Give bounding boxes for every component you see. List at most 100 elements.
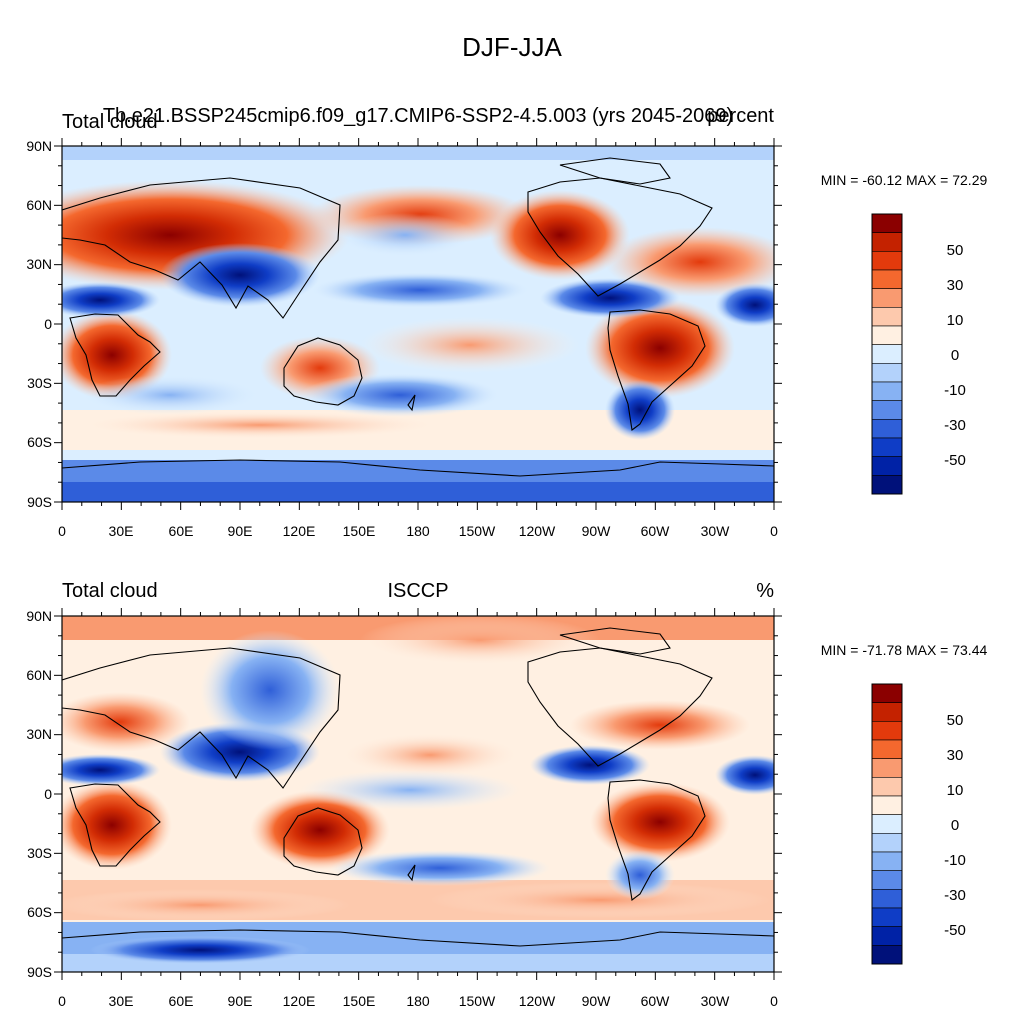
- top-tick-marks: [54, 138, 782, 510]
- bottom-x-tick-label: 0: [58, 993, 66, 1009]
- top-colorbar: 50 30 10 0 -10 -30 -50: [871, 213, 966, 495]
- top-x-tick-label: 120W: [519, 523, 556, 539]
- top-x-tick-label: 180: [406, 523, 430, 539]
- bottom-panel: Total cloud ISCCP %: [26, 580, 987, 1009]
- top-x-tick-label: 120E: [283, 523, 316, 539]
- top-colorbar-label: -30: [944, 417, 966, 434]
- top-x-tick-labels: 0 30E 60E 90E 120E 150E 180 150W 120W 90…: [58, 523, 778, 539]
- bottom-coastlines: [62, 627, 774, 947]
- colorbar-box: [871, 777, 903, 797]
- figure-title: DJF-JJA: [462, 32, 562, 62]
- bottom-x-tick-label: 30E: [109, 993, 134, 1009]
- colorbar-box: [871, 213, 903, 233]
- colorbar-box: [871, 739, 903, 759]
- bottom-colorbar-labels: 50 30 10 0 -10 -30 -50: [944, 712, 966, 939]
- colorbar-box: [871, 945, 903, 965]
- colorbar-box: [871, 795, 903, 815]
- top-y-tick-label: 90S: [27, 494, 52, 510]
- bottom-colorbar-label: 10: [947, 782, 964, 799]
- top-coastlines: [62, 157, 774, 477]
- top-panel: Total cloud Tb.e21.BSSP245cmip6.f09_g17.…: [26, 105, 988, 539]
- top-colorbar-label: 30: [947, 277, 964, 294]
- top-x-tick-label: 60W: [641, 523, 671, 539]
- bottom-colorbar-label: 0: [951, 817, 959, 834]
- colorbar-box: [871, 307, 903, 327]
- bottom-y-tick-label: 30N: [26, 726, 52, 742]
- bottom-y-tick-label: 60N: [26, 667, 52, 683]
- colorbar-box: [871, 344, 903, 364]
- bottom-x-tick-labels: 0 30E 60E 90E 120E 150E 180 150W 120W 90…: [58, 993, 778, 1009]
- colorbar-box: [871, 363, 903, 383]
- colorbar-box: [871, 889, 903, 909]
- colorbar-box: [871, 269, 903, 289]
- top-y-tick-label: 0: [44, 316, 52, 332]
- bottom-x-tick-label: 120W: [519, 993, 556, 1009]
- top-x-tick-label: 150W: [459, 523, 496, 539]
- colorbar-box: [871, 456, 903, 476]
- top-y-tick-label: 30S: [27, 375, 52, 391]
- top-x-tick-label: 150E: [343, 523, 376, 539]
- top-x-tick-label: 30W: [701, 523, 731, 539]
- colorbar-box: [871, 288, 903, 308]
- colorbar-box: [871, 907, 903, 927]
- top-x-tick-label: 0: [58, 523, 66, 539]
- top-y-tick-label: 60N: [26, 197, 52, 213]
- top-x-tick-label: 60E: [169, 523, 194, 539]
- colorbar-box: [871, 437, 903, 457]
- bottom-tick-marks: [54, 608, 782, 980]
- colorbar-box: [871, 419, 903, 439]
- bottom-x-tick-label: 150W: [459, 993, 496, 1009]
- top-y-tick-label: 90N: [26, 138, 52, 154]
- top-colorbar-label: -50: [944, 452, 966, 469]
- colorbar-box: [871, 400, 903, 420]
- top-center-title: Tb.e21.BSSP245cmip6.f09_g17.CMIP6-SSP2-4…: [103, 105, 733, 127]
- colorbar-box: [871, 702, 903, 722]
- top-colorbar-boxes: [871, 213, 903, 495]
- top-map-field: [62, 146, 774, 502]
- bottom-x-tick-label: 180: [406, 993, 430, 1009]
- top-y-tick-labels: 90N 60N 30N 0 30S 60S 90S: [26, 138, 52, 510]
- bottom-y-tick-label: 0: [44, 786, 52, 802]
- top-right-title: percent: [707, 105, 774, 127]
- top-min-max-label: MIN = -60.12 MAX = 72.29: [821, 172, 988, 188]
- bottom-x-tick-label: 150E: [343, 993, 376, 1009]
- top-x-tick-label: 0: [770, 523, 778, 539]
- bottom-y-tick-label: 30S: [27, 845, 52, 861]
- bottom-x-tick-label: 120E: [283, 993, 316, 1009]
- bottom-y-tick-labels: 90N 60N 30N 0 30S 60S 90S: [26, 608, 52, 980]
- top-left-title: Total cloud: [62, 111, 158, 133]
- colorbar-box: [871, 251, 903, 271]
- bottom-y-tick-label: 90S: [27, 964, 52, 980]
- colorbar-box: [871, 926, 903, 946]
- bottom-x-tick-label: 30W: [701, 993, 731, 1009]
- colorbar-box: [871, 683, 903, 703]
- bottom-x-tick-label: 0: [770, 993, 778, 1009]
- top-colorbar-labels: 50 30 10 0 -10 -30 -50: [944, 242, 966, 469]
- bottom-colorbar-label: 50: [947, 712, 964, 729]
- top-y-tick-label: 30N: [26, 256, 52, 272]
- colorbar-box: [871, 325, 903, 345]
- colorbar-box: [871, 232, 903, 252]
- bottom-center-title: ISCCP: [387, 580, 448, 602]
- bottom-y-tick-label: 60S: [27, 904, 52, 920]
- bottom-colorbar: 50 30 10 0 -10 -30 -50: [871, 683, 966, 965]
- colorbar-box: [871, 814, 903, 834]
- bottom-min-max-label: MIN = -71.78 MAX = 73.44: [821, 642, 988, 658]
- bottom-x-tick-label: 60W: [641, 993, 671, 1009]
- colorbar-box: [871, 381, 903, 401]
- bottom-y-tick-label: 90N: [26, 608, 52, 624]
- colorbar-box: [871, 721, 903, 741]
- top-x-tick-label: 90E: [228, 523, 253, 539]
- bottom-x-tick-label: 90W: [582, 993, 612, 1009]
- bottom-colorbar-label: 30: [947, 747, 964, 764]
- colorbar-box: [871, 475, 903, 495]
- bottom-x-tick-label: 90E: [228, 993, 253, 1009]
- bottom-right-title: %: [756, 580, 774, 602]
- bottom-map-field: [62, 616, 774, 972]
- colorbar-box: [871, 851, 903, 871]
- top-colorbar-label: 50: [947, 242, 964, 259]
- top-colorbar-label: 0: [951, 347, 959, 364]
- colorbar-box: [871, 758, 903, 778]
- bottom-colorbar-label: -50: [944, 922, 966, 939]
